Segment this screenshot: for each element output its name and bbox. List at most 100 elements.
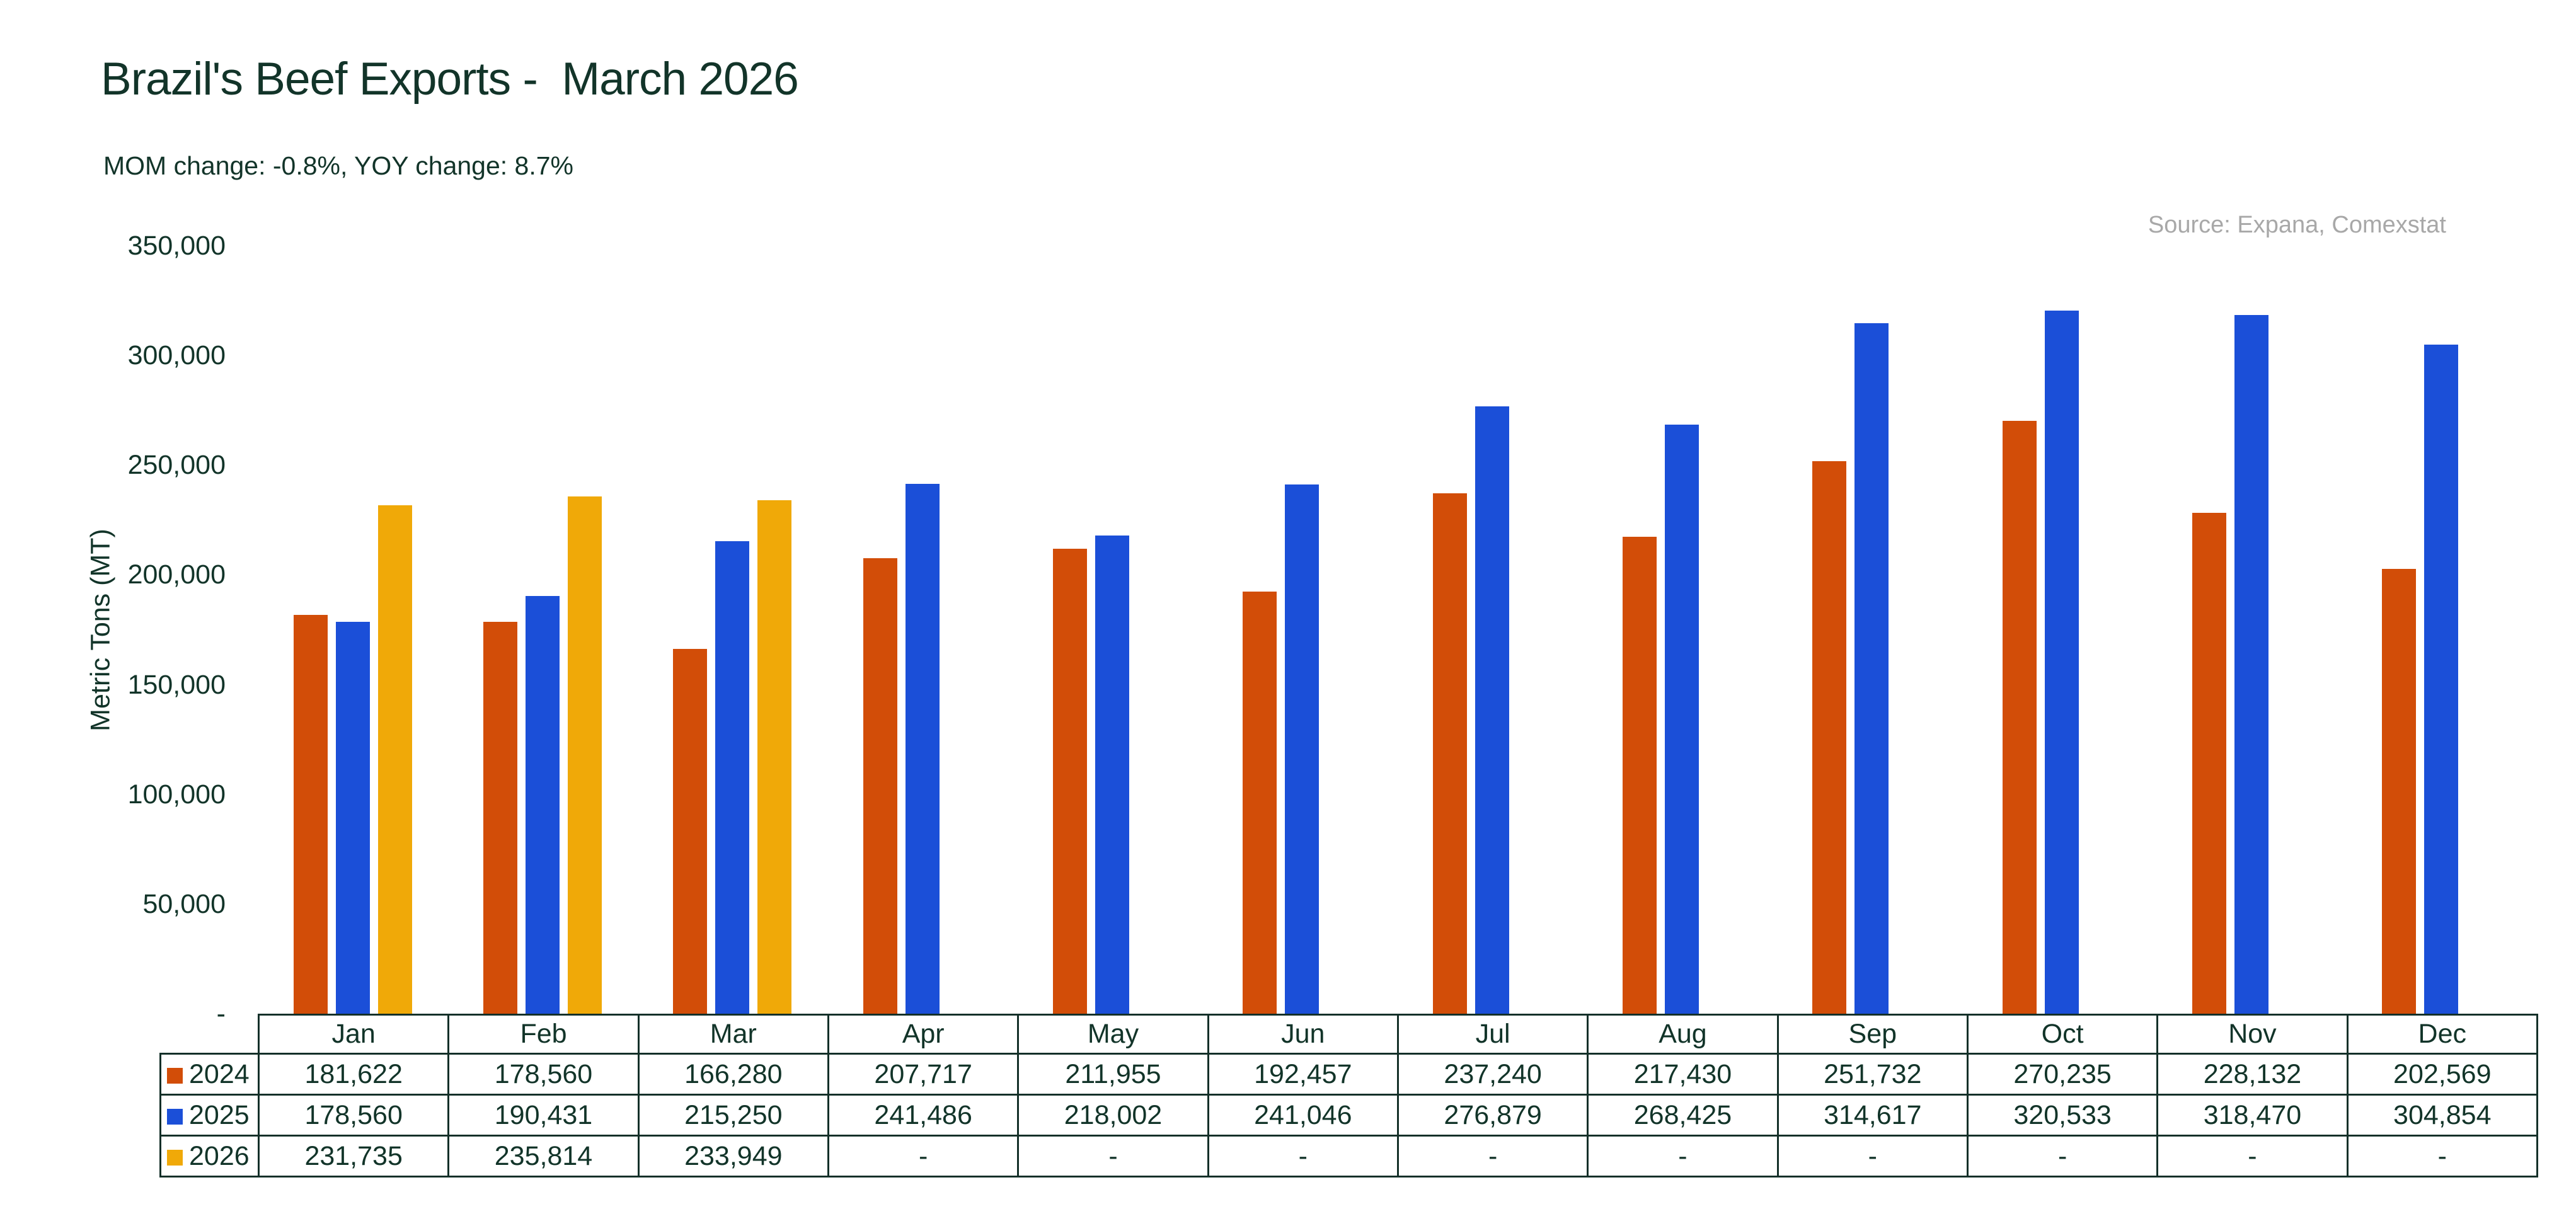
y-tick-250000: 250,000 (127, 450, 226, 481)
table-row-2026: 2026 231,735 235,814 233,949- - - - - - - - - (159, 1135, 2538, 1177)
cell-2026-Jul: - (1396, 1135, 1589, 1177)
cell-2026-May: - (1017, 1135, 1209, 1177)
cell-2025-Aug: 268,425 (1587, 1094, 1779, 1137)
cell-2025-May: 218,002 (1017, 1094, 1209, 1137)
cell-2024-Dec: 202,569 (2346, 1053, 2538, 1096)
cell-2024-Sep: 251,732 (1776, 1053, 1969, 1096)
legend-swatch-2026-icon (167, 1149, 183, 1166)
legend-cell-2026: 2026 (159, 1135, 260, 1177)
bar-2026-Jan (377, 505, 412, 1014)
cell-2024-Aug: 217,430 (1587, 1053, 1779, 1096)
bar-2024-Jan (293, 615, 328, 1014)
cell-2026-Jan: 231,735 (257, 1135, 450, 1177)
bar-2025-Nov (2234, 314, 2268, 1014)
cell-2025-Sep: 314,617 (1776, 1094, 1969, 1137)
month-header-Nov: Nov (2156, 1014, 2349, 1055)
y-tick-100000: 100,000 (127, 779, 226, 810)
bar-2025-Jun (1285, 484, 1320, 1014)
month-header-Sep: Sep (1776, 1014, 1969, 1055)
corner-cell (161, 1015, 259, 1054)
cell-2026-Sep: - (1776, 1135, 1969, 1177)
bar-2025-Feb (525, 595, 560, 1014)
legend-label-2026: 2026 (189, 1140, 250, 1171)
cell-2024-Oct: 270,235 (1966, 1053, 2159, 1096)
table-row-2025: 2025 178,560 190,431 215,250 241,486 218,002 2… (159, 1094, 2538, 1137)
month-header-Oct: Oct (1966, 1014, 2159, 1055)
bar-2025-Aug (1664, 425, 1699, 1014)
cell-2025-Jan: 178,560 (257, 1094, 450, 1137)
bar-2025-Jul (1475, 406, 1509, 1014)
bar-2024-Jun (1243, 591, 1277, 1014)
bar-2026-Mar (757, 500, 792, 1014)
bar-2024-Oct (2002, 420, 2037, 1014)
bar-2026-Feb (567, 496, 602, 1014)
cell-2024-Nov: 228,132 (2156, 1053, 2349, 1096)
y-tick-350000: 350,000 (127, 231, 226, 261)
cell-2024-Jun: 192,457 (1207, 1053, 1399, 1096)
month-header-Aug: Aug (1587, 1014, 1779, 1055)
month-header-Jan: Jan (257, 1014, 450, 1055)
cell-2026-Dec: - (2346, 1135, 2538, 1177)
cell-2025-Dec: 304,854 (2346, 1094, 2538, 1137)
bar-2025-Jan (335, 622, 370, 1014)
cell-2024-Jul: 237,240 (1396, 1053, 1589, 1096)
cell-2025-Jul: 276,879 (1396, 1094, 1589, 1137)
page-subtitle: MOM change: -0.8%, YOY change: 8.7% (103, 151, 574, 180)
month-header-Apr: Apr (827, 1014, 1020, 1055)
month-header-Jun: Jun (1207, 1014, 1399, 1055)
cell-2024-Apr: 207,717 (827, 1053, 1020, 1096)
bar-2025-Oct (2044, 310, 2079, 1014)
page-title: Brazil's Beef Exports - March 2026 (101, 54, 799, 105)
bar-2024-Sep (1812, 461, 1847, 1014)
cell-2024-Feb: 178,560 (447, 1053, 640, 1096)
cell-2025-Nov: 318,470 (2156, 1094, 2349, 1137)
cell-2024-Mar: 166,280 (637, 1053, 829, 1096)
cell-2025-Feb: 190,431 (447, 1094, 640, 1137)
cell-2026-Oct: - (1966, 1135, 2159, 1177)
bar-2024-Mar (673, 648, 708, 1014)
bar-2024-Nov (2192, 513, 2226, 1014)
cell-2026-Jun: - (1207, 1135, 1399, 1177)
bar-2024-Feb (483, 622, 517, 1014)
month-header-Feb: Feb (447, 1014, 640, 1055)
cell-2024-May: 211,955 (1017, 1053, 1209, 1096)
bar-2025-May (1095, 535, 1129, 1014)
legend-label-2025: 2025 (189, 1099, 250, 1130)
bar-2024-Jul (1432, 493, 1467, 1014)
table-row-2024: 2024 181,622 178,560 166,280 207,717 211,955 1… (159, 1053, 2538, 1096)
legend-cell-2025: 2025 (159, 1094, 260, 1137)
cell-2025-Oct: 320,533 (1966, 1094, 2159, 1137)
cell-2025-Apr: 241,486 (827, 1094, 1020, 1137)
y-tick-150000: 150,000 (127, 669, 226, 700)
cell-2026-Mar: 233,949 (637, 1135, 829, 1177)
bar-2025-Dec (2424, 345, 2459, 1014)
bar-2024-Aug (1622, 536, 1657, 1014)
cell-2026-Nov: - (2156, 1135, 2349, 1177)
bar-2025-Apr (905, 483, 940, 1014)
month-header-May: May (1017, 1014, 1209, 1055)
month-header-Dec: Dec (2346, 1014, 2538, 1055)
y-tick-200000: 200,000 (127, 559, 226, 590)
legend-cell-2024: 2024 (159, 1053, 260, 1096)
month-header-Jul: Jul (1396, 1014, 1589, 1055)
y-tick-300000: 300,000 (127, 340, 226, 371)
month-header-Mar: Mar (637, 1014, 829, 1055)
cell-2026-Aug: - (1587, 1135, 1779, 1177)
legend-label-2024: 2024 (189, 1058, 250, 1089)
legend-swatch-2024-icon (167, 1067, 183, 1084)
cell-2026-Feb: 235,814 (447, 1135, 640, 1177)
legend-swatch-2025-icon (167, 1108, 183, 1125)
source-label: Source: Expana, Comexstat (2148, 212, 2446, 238)
bar-2025-Sep (1854, 323, 1889, 1014)
bar-2024-May (1052, 548, 1087, 1014)
bar-2024-Apr (863, 558, 897, 1014)
bar-2024-Dec (2382, 569, 2417, 1014)
cell-2026-Apr: - (827, 1135, 1020, 1177)
cell-2024-Jan: 181,622 (257, 1053, 450, 1096)
cell-2025-Mar: 215,250 (637, 1094, 829, 1137)
bar-2025-Mar (715, 541, 750, 1014)
cell-2025-Jun: 241,046 (1207, 1094, 1399, 1137)
data-table: Jan Feb Mar Apr May Jun Jul Aug Sep Oct Nov Dec 2024… (159, 1014, 2538, 1177)
y-tick-0: - (216, 999, 226, 1029)
